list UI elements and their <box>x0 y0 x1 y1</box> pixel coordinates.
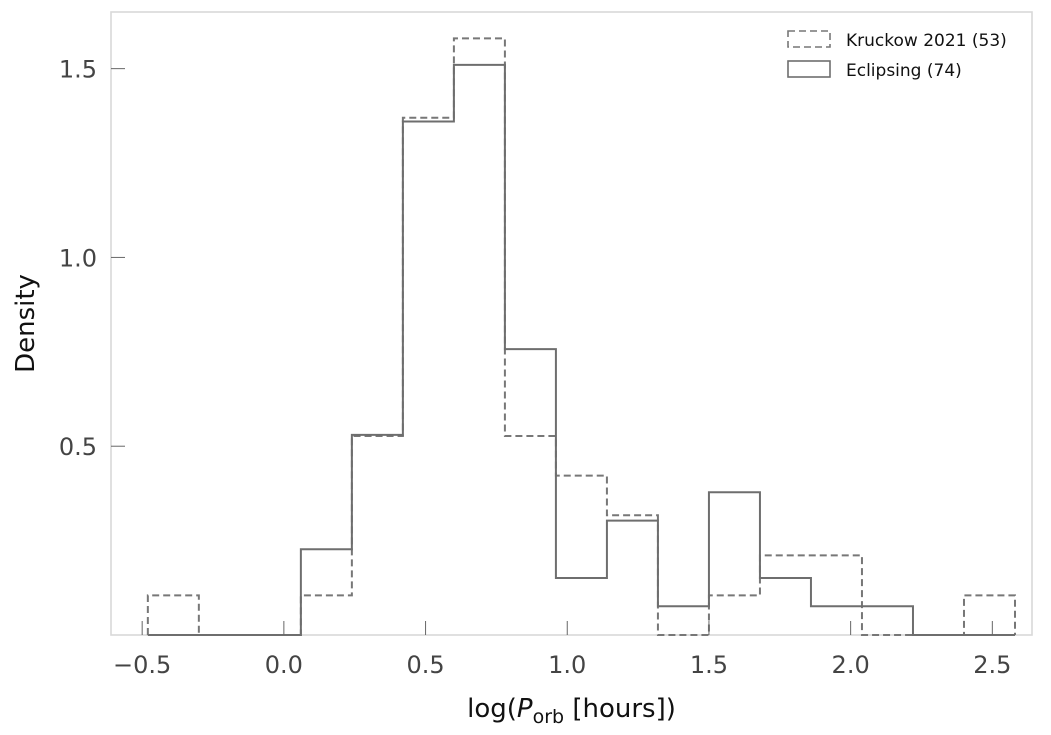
histogram-series-layer <box>146 37 1016 636</box>
x-tick-label: 1.0 <box>548 651 586 679</box>
histogram-series-1 <box>147 63 1015 636</box>
x-axis-label: log(Porb [hours]) <box>467 694 676 728</box>
x-axis-ticks: −0.5 0.0 0.5 1.0 1.5 2.0 2.5 <box>113 621 1011 679</box>
x-tick-label: 2.0 <box>832 651 870 679</box>
legend-swatch-kruckow <box>787 30 831 48</box>
legend-label-eclipsing: Eclipsing (74) <box>846 61 962 81</box>
x-axis-label-suffix: [hours]) <box>564 694 676 724</box>
legend-label-kruckow: Kruckow 2021 (53) <box>846 31 1007 51</box>
y-tick-label: 1.5 <box>59 56 97 84</box>
y-axis-ticks: 0.5 1.0 1.5 <box>59 56 125 461</box>
x-axis-label-subscript: orb <box>533 706 565 728</box>
plot-frame <box>110 11 1033 636</box>
y-tick-label: 1.0 <box>59 244 97 272</box>
legend: Kruckow 2021 (53) Eclipsing (74) <box>787 30 1007 81</box>
x-tick-label: 2.5 <box>973 651 1011 679</box>
y-axis-label: Density <box>11 274 41 373</box>
x-tick-label: −0.5 <box>113 651 171 679</box>
x-tick-label: 0.0 <box>265 651 303 679</box>
x-axis-label-prefix: log( <box>467 694 517 724</box>
x-tick-label: 0.5 <box>406 651 444 679</box>
x-axis-label-variable: P <box>517 694 533 724</box>
legend-swatch-eclipsing <box>787 60 831 78</box>
histogram-series-0 <box>146 37 1016 636</box>
y-tick-label: 0.5 <box>59 433 97 461</box>
x-tick-label: 1.5 <box>690 651 728 679</box>
